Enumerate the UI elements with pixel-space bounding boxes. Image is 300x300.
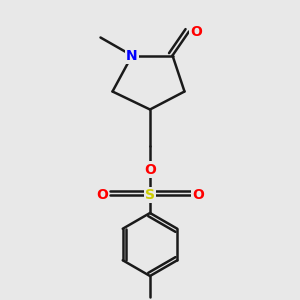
Text: S: S [145, 188, 155, 202]
Text: O: O [96, 188, 108, 202]
Text: N: N [126, 49, 138, 62]
Text: O: O [190, 25, 202, 38]
Text: O: O [144, 163, 156, 176]
Text: O: O [192, 188, 204, 202]
